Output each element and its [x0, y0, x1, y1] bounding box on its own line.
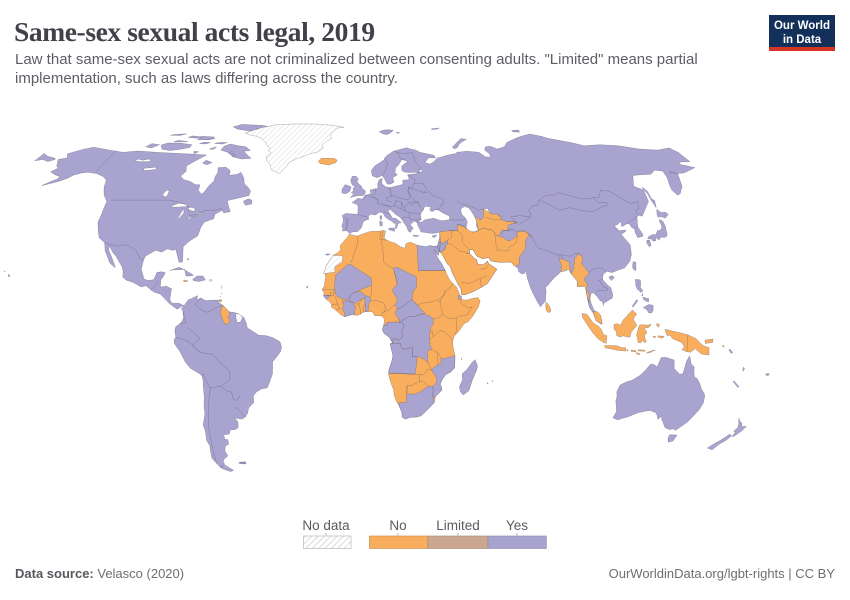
svg-text:Yes: Yes: [506, 518, 528, 533]
svg-text:No: No: [389, 518, 406, 533]
svg-text:No data: No data: [302, 518, 350, 533]
svg-text:Limited: Limited: [436, 518, 480, 533]
